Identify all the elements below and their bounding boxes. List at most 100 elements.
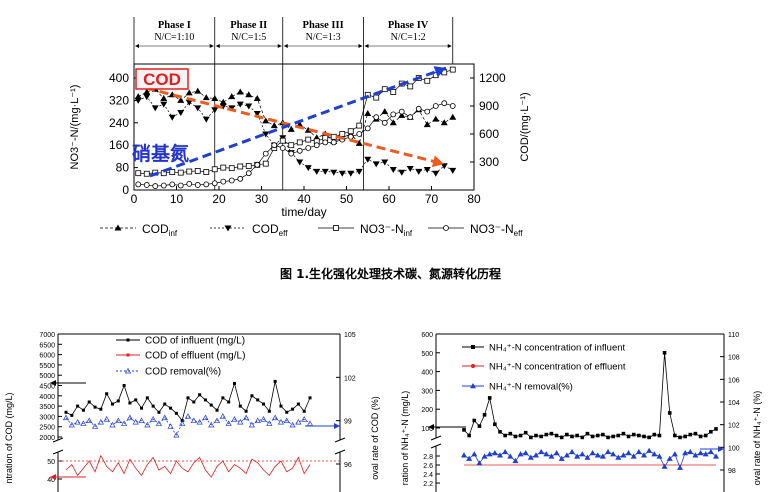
- nitrate-effluent-point: [177, 182, 184, 189]
- ammonia-influent-point: [693, 431, 698, 436]
- ammonia-influent-point: [688, 432, 693, 437]
- cod-effluent-point: [160, 101, 168, 108]
- nitrate-effluent-point: [186, 180, 193, 187]
- cod-influent-point: [169, 406, 173, 410]
- ammonia-removal-point: [605, 448, 611, 455]
- legend-label: NH₄⁺-N removal(%): [489, 382, 573, 393]
- cod-influent-line: [65, 381, 311, 422]
- cod-influent-point: [381, 108, 389, 115]
- nitrate-influent-point: [296, 139, 303, 146]
- y-tick-label: 4500: [39, 384, 55, 391]
- nitrate-effluent-point: [279, 145, 286, 151]
- cod-removal-point: [213, 417, 221, 424]
- cod-effluent-point: [253, 110, 261, 117]
- legend-marker: [224, 225, 232, 232]
- ammonia-removal-point: [697, 450, 704, 456]
- ammonia-removal-point: [522, 450, 529, 456]
- influent-axis-arrow-head: [50, 380, 56, 386]
- cod-effluent-point: [219, 103, 227, 110]
- cod-effluent-point: [398, 169, 406, 176]
- x-tick-label: 50: [340, 192, 354, 206]
- cod-influent-point: [211, 95, 219, 102]
- y-tick-label: 200: [421, 407, 433, 414]
- ammonia-removal-point: [558, 455, 565, 461]
- y-tick-label: 160: [109, 138, 129, 152]
- ammonia-influent-point: [508, 431, 513, 436]
- nitrate-annotation: 硝基氮: [132, 142, 189, 165]
- cod-removal-point: [62, 414, 70, 421]
- cod-effluent-point: [440, 163, 448, 170]
- legend-marker: [124, 367, 132, 374]
- legend-marker: [126, 338, 130, 342]
- ammonia-influent-point: [673, 433, 677, 438]
- cod-influent-point: [209, 403, 213, 407]
- cod-influent-point: [250, 394, 254, 398]
- cod-removal-point: [237, 418, 244, 425]
- phase-arrowhead: [283, 44, 288, 48]
- nitrate-effluent-point: [296, 147, 303, 154]
- cod-influent-point: [128, 401, 132, 405]
- ammonia-influent-point: [585, 431, 590, 436]
- y-tick-label: 40: [47, 477, 55, 484]
- y2-tick-label: 1200: [479, 71, 506, 85]
- phase-ratio: N/C=1:5: [231, 32, 266, 43]
- legend-subscript: eff: [514, 229, 524, 238]
- phase-name: Phase II: [230, 20, 267, 31]
- cod-removal-point: [97, 418, 104, 425]
- ammonia-influent-point: [667, 411, 672, 415]
- nitrate-effluent-point: [449, 103, 456, 109]
- cod-effluent-point: [143, 94, 151, 101]
- cod-annotation: COD: [143, 70, 181, 89]
- cod-label-box: [135, 68, 189, 90]
- ammonia-removal-point: [656, 453, 663, 459]
- nitrate-effluent-point: [228, 177, 235, 184]
- cod-removal-point: [132, 418, 139, 425]
- ammonia-removal-point: [610, 451, 617, 457]
- ammonia-removal-point: [630, 453, 637, 459]
- x-axis-label: time/day: [281, 205, 326, 219]
- y-tick-label: 3000: [39, 414, 55, 421]
- phase-arrowhead: [364, 44, 369, 48]
- x-tick-label: 70: [425, 192, 439, 206]
- y-tick-label: 320: [109, 93, 129, 107]
- cod-influent-point: [116, 399, 120, 403]
- ammonia-removal-point: [512, 457, 519, 464]
- cod-removal-point: [121, 420, 128, 426]
- legend-marker: [126, 353, 130, 357]
- cod-influent-point: [270, 122, 278, 129]
- ammonia-removal-point: [625, 450, 632, 456]
- y-tick-label: 4000: [39, 394, 55, 401]
- y2-tick-label: 96: [344, 462, 352, 469]
- ammonia-removal-point: [579, 451, 586, 457]
- cod-effluent-point: [364, 156, 372, 163]
- cod-influent-point: [160, 95, 168, 102]
- legend-subscript: inf: [169, 229, 178, 238]
- ammonia-removal-point: [538, 448, 545, 455]
- ammonia-influent-point: [493, 422, 497, 427]
- cod-effluent-point: [432, 170, 440, 177]
- ammonia-influent-point: [647, 435, 651, 440]
- cod-influent-point: [151, 404, 155, 408]
- ammonia-removal-point: [461, 452, 467, 458]
- legend-label: COD of effluent (mg/L): [145, 351, 245, 362]
- y-tick-label: 50: [47, 459, 55, 466]
- y2-tick-label: 106: [728, 377, 740, 384]
- legend-label: NH₄⁺-N concentration of effluent: [489, 362, 626, 373]
- nitrate-influent-point: [203, 169, 210, 175]
- cod-influent-point: [99, 407, 103, 411]
- ammonia-influent-point: [518, 433, 523, 438]
- ammonia-influent-point: [487, 396, 492, 400]
- ammonia-removal-point: [651, 451, 658, 457]
- cod-influent-point: [287, 125, 295, 132]
- phase-arrowhead: [135, 44, 139, 48]
- ammonia-removal-point: [599, 453, 606, 459]
- nitrate-effluent-point: [305, 145, 312, 151]
- cod-influent-point: [105, 392, 109, 396]
- cod-effluent-point: [330, 169, 338, 176]
- cod-removal-point: [184, 413, 192, 419]
- y2-tick-label: 99: [344, 419, 352, 426]
- ammonia-removal-point: [661, 463, 668, 469]
- influent-axis-arrow-head: [428, 424, 434, 430]
- axis-break-mark: [334, 449, 346, 455]
- cod-effluent-point: [406, 166, 414, 173]
